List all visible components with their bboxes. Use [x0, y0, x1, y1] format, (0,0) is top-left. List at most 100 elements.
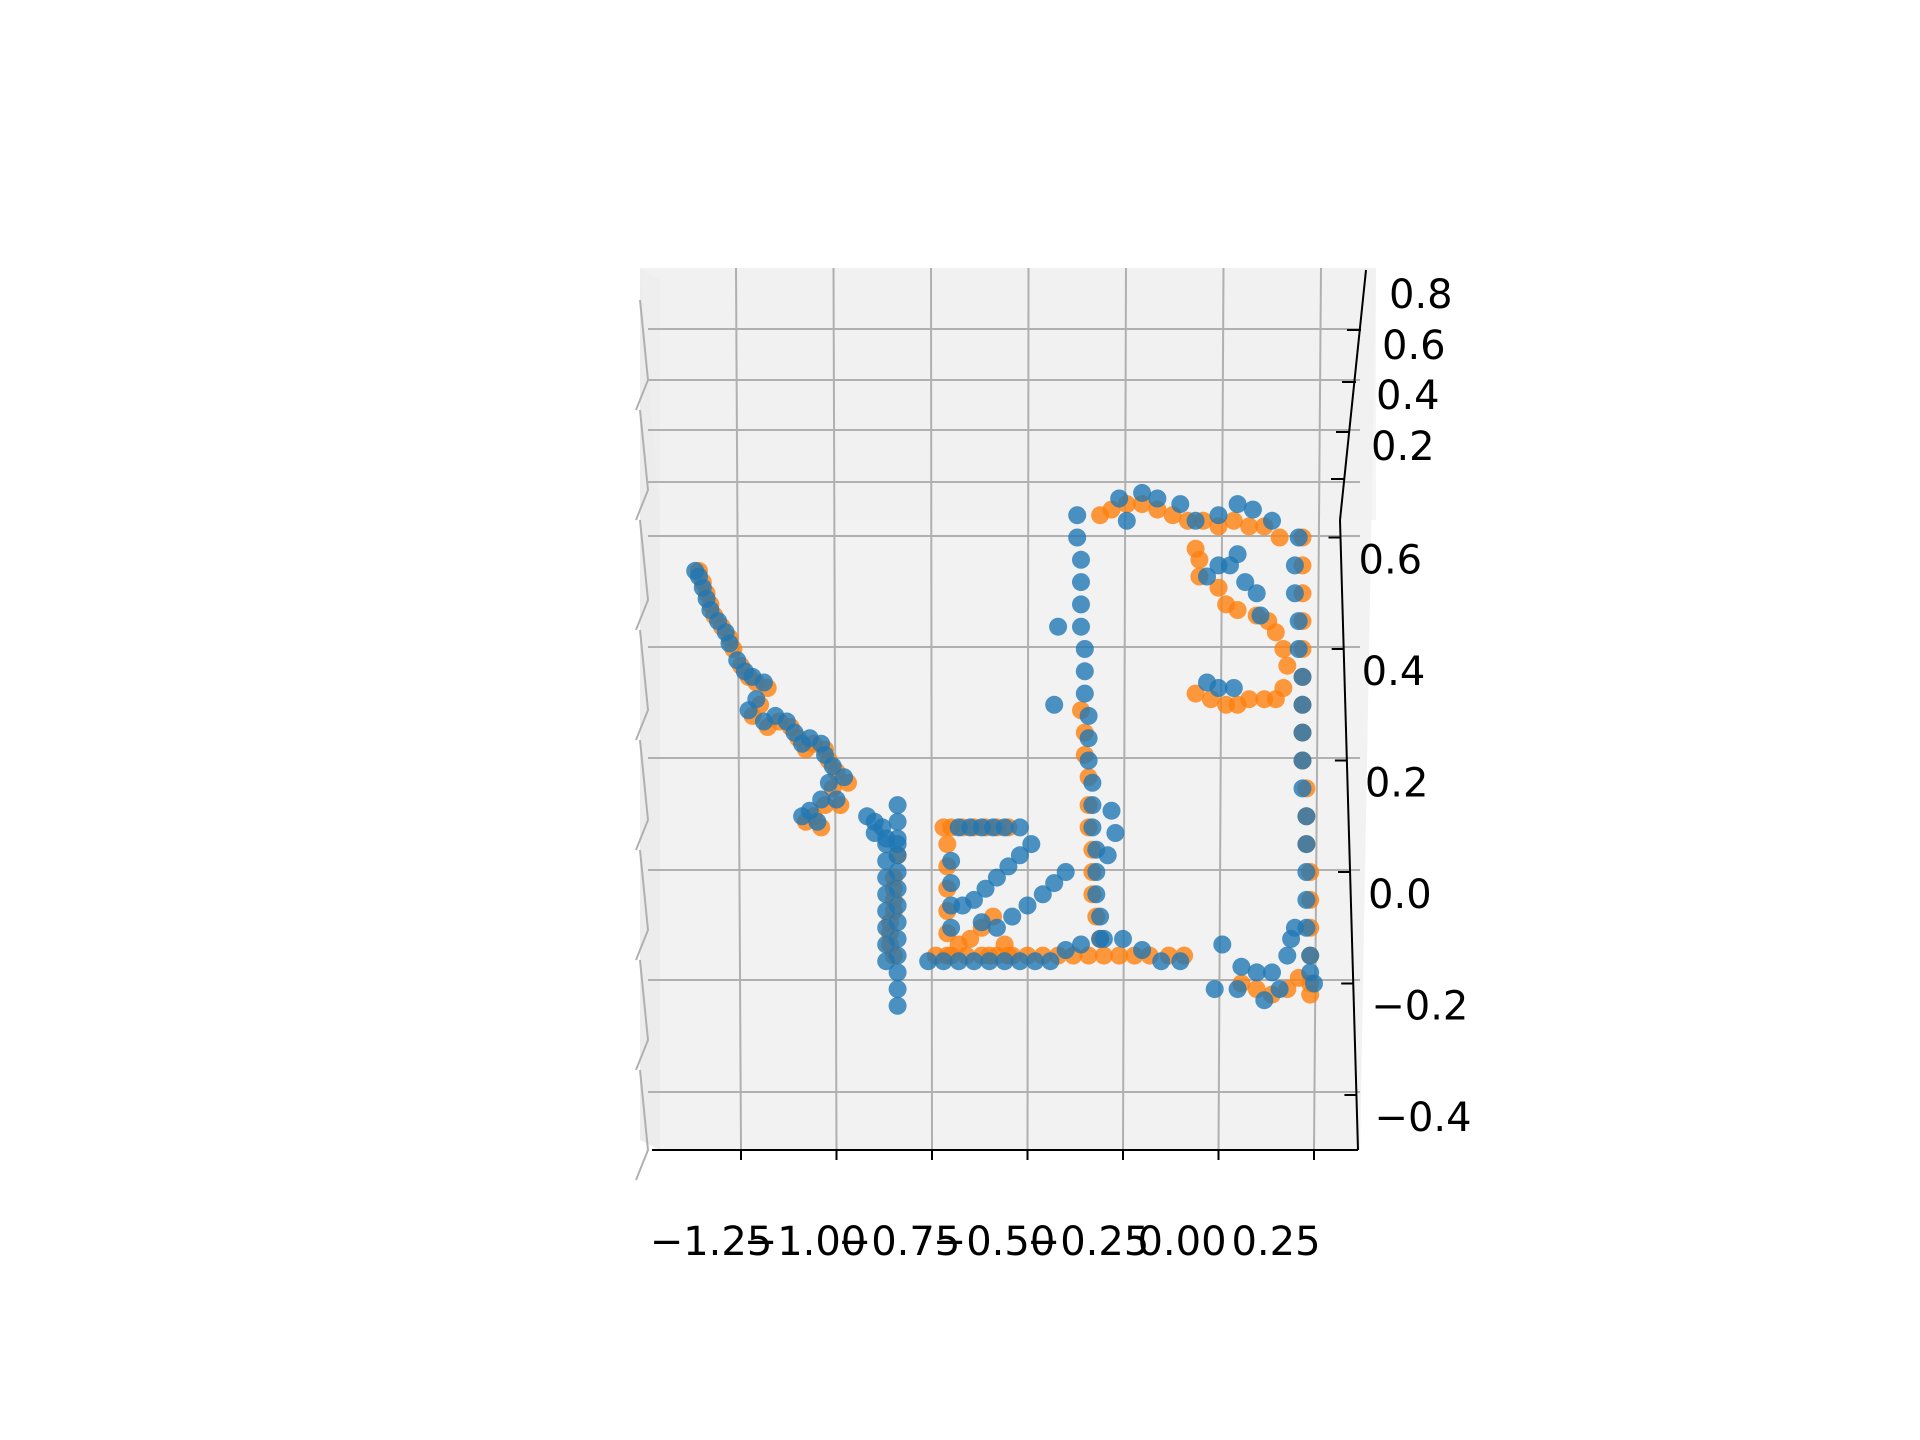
data-point [1278, 656, 1297, 675]
data-point [1072, 935, 1090, 954]
x-tick-label: −0.75 [838, 1219, 961, 1265]
data-point [1186, 511, 1205, 530]
data-point [1075, 640, 1094, 658]
data-point [938, 835, 957, 854]
data-point [1247, 963, 1266, 982]
data-point [934, 952, 953, 971]
top-pane [640, 268, 1376, 520]
data-point [877, 902, 896, 920]
x-tick-label: −0.25 [1027, 1219, 1150, 1265]
data-point [1110, 489, 1129, 508]
data-point [1209, 679, 1228, 697]
data-point [1297, 835, 1316, 854]
data-point [1217, 695, 1236, 714]
data-point [1293, 779, 1312, 798]
data-point [1133, 483, 1152, 502]
grid-line-left [635, 629, 650, 741]
data-point [1228, 495, 1247, 514]
data-point [1266, 623, 1285, 642]
data-point [1022, 835, 1041, 854]
data-point [1289, 528, 1308, 547]
data-point [1240, 517, 1259, 536]
grid-line-left [635, 739, 650, 851]
data-point [1297, 863, 1316, 881]
data-point [1102, 801, 1121, 820]
data-point [1243, 500, 1262, 519]
data-point [1224, 679, 1243, 697]
y-tick-label: 0.2 [1371, 424, 1435, 470]
data-point [1209, 506, 1228, 525]
data-point [835, 768, 854, 787]
data-point [1033, 885, 1052, 904]
data-point [888, 963, 907, 982]
data-point [1270, 980, 1289, 999]
data-point [1198, 567, 1216, 586]
data-point [888, 796, 907, 815]
x-tick-label: −1.25 [650, 1219, 773, 1265]
data-point [1117, 511, 1136, 530]
grid-line-v [1122, 267, 1127, 1151]
data-point [1083, 796, 1102, 815]
data-point [1091, 907, 1110, 926]
data-point [1289, 612, 1308, 631]
z-axis-ticks: −0.4 −0.2 0.0 0.2 0.4 0.6 [1328, 536, 1472, 1141]
data-point [1045, 874, 1064, 893]
data-point [965, 952, 983, 971]
data-point [877, 952, 896, 971]
data-point [976, 879, 995, 898]
data-point [1072, 617, 1090, 636]
data-point [999, 857, 1018, 876]
data-point [965, 890, 983, 909]
data-point [1190, 550, 1209, 569]
data-point [1209, 556, 1228, 575]
data-point [1171, 952, 1190, 971]
data-point [1274, 640, 1293, 658]
data-point [1045, 695, 1064, 714]
data-point [888, 996, 907, 1015]
data-point [877, 835, 896, 854]
data-point [1079, 706, 1098, 725]
z-tick-label: 0.4 [1362, 649, 1426, 695]
data-point [1251, 606, 1270, 625]
data-point [877, 935, 896, 954]
data-point [1152, 952, 1171, 971]
x-tick-label: −1.00 [744, 1219, 867, 1265]
data-point [754, 673, 773, 692]
x-tick-label: −0.50 [933, 1219, 1056, 1265]
data-point [1056, 863, 1075, 881]
data-point [995, 952, 1014, 971]
y-tick-label: 0.6 [1382, 323, 1446, 369]
data-point [972, 913, 991, 932]
x-tick-label: 0.25 [1231, 1219, 1320, 1265]
data-point [942, 851, 961, 870]
data-point [1018, 896, 1037, 915]
data-point [1072, 550, 1090, 569]
grid-line-v [930, 267, 933, 1151]
data-point [1083, 818, 1102, 837]
data-point [1114, 929, 1132, 948]
data-point [812, 790, 831, 809]
grid-line-left [635, 849, 650, 961]
scatter-points [686, 483, 1323, 1015]
data-point [1133, 941, 1152, 959]
data-point [1213, 935, 1232, 954]
data-point [949, 952, 968, 971]
data-point [1041, 952, 1060, 971]
data-point [1301, 946, 1320, 965]
data-point [1098, 846, 1117, 865]
data-point [1110, 946, 1129, 965]
data-point [1297, 890, 1316, 909]
grid-line-left [635, 299, 650, 411]
data-point [793, 807, 812, 826]
data-point [1255, 690, 1274, 709]
data-point [877, 918, 896, 937]
data-point [1010, 846, 1029, 865]
grid-line-v [1026, 267, 1030, 1151]
data-point [1026, 952, 1045, 971]
grid-line-left [635, 959, 650, 1071]
y-tick-label: 0.8 [1389, 272, 1453, 318]
y-tick-label: 0.4 [1376, 373, 1440, 419]
data-point [980, 952, 999, 971]
data-point [1263, 963, 1281, 982]
data-point [961, 929, 980, 948]
